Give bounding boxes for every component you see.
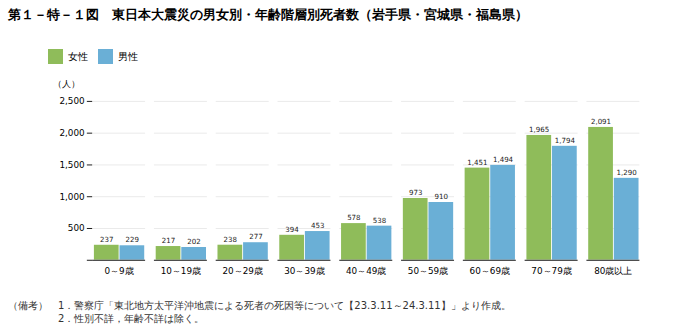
svg-text:394: 394 <box>285 225 299 234</box>
html-text:第１－特－１図 東日本大震災の男女別・年齢階層別死者数（岩手: 第１－特－１図 東日本大震災の男女別・年齢階層別死者数（岩手県・宮城県・福島県） <box>8 7 528 22</box>
svg-text:1,794: 1,794 <box>555 136 576 145</box>
svg-text:1,965: 1,965 <box>529 125 549 134</box>
html-text:2．性別不詳，年齢不詳は除く。: 2．性別不詳，年齢不詳は除く。 <box>8 312 205 324</box>
svg-text:973: 973 <box>409 188 422 197</box>
svg-text:30～39歳: 30～39歳 <box>284 266 324 276</box>
svg-text:500: 500 <box>68 223 85 233</box>
svg-text:70～79歳: 70～79歳 <box>531 266 571 276</box>
svg-text:202: 202 <box>187 237 200 246</box>
svg-text:（人）: （人） <box>53 79 80 89</box>
svg-text:0～9歳: 0～9歳 <box>104 266 133 276</box>
html-text:女性: 女性 <box>68 49 88 63</box>
svg-text:1,494: 1,494 <box>493 155 514 164</box>
svg-text:1,500: 1,500 <box>59 160 85 170</box>
svg-text:10～19歳: 10～19歳 <box>161 266 201 276</box>
svg-text:238: 238 <box>224 235 237 244</box>
svg-text:1,000: 1,000 <box>59 192 85 202</box>
svg-text:2,091: 2,091 <box>591 117 611 126</box>
svg-text:538: 538 <box>373 216 386 225</box>
svg-text:1,451: 1,451 <box>467 158 487 167</box>
svg-text:217: 217 <box>162 236 175 245</box>
svg-text:453: 453 <box>311 221 324 230</box>
svg-text:2,000: 2,000 <box>59 128 85 138</box>
svg-text:229: 229 <box>126 235 139 244</box>
svg-text:910: 910 <box>435 192 449 201</box>
html-text:男性: 男性 <box>118 49 138 63</box>
svg-text:578: 578 <box>347 213 360 222</box>
svg-text:50～59歳: 50～59歳 <box>408 266 448 276</box>
svg-text:237: 237 <box>100 235 113 244</box>
svg-text:40～49歳: 40～49歳 <box>346 266 386 276</box>
svg-text:80歳以上: 80歳以上 <box>594 266 632 276</box>
svg-text:20～29歳: 20～29歳 <box>222 266 262 276</box>
svg-text:60～69歳: 60～69歳 <box>470 266 510 276</box>
html-text:（備考） 1．警察庁「東北地方太平洋沖地震による死者の死因等: （備考） 1．警察庁「東北地方太平洋沖地震による死者の死因等について【23.3.… <box>8 299 511 311</box>
svg-text:277: 277 <box>249 232 262 241</box>
svg-text:2,500: 2,500 <box>59 96 85 106</box>
svg-text:1,290: 1,290 <box>617 168 638 177</box>
